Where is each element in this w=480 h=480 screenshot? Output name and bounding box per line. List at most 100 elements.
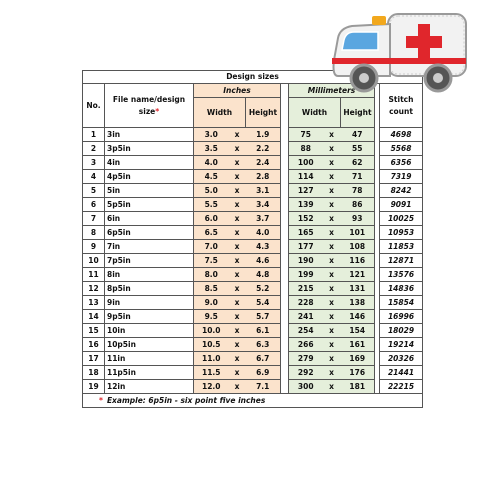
file-name: 11p5in (104, 365, 194, 380)
height-mm: 154 (340, 323, 375, 338)
separator: x (228, 155, 246, 170)
separator: x (228, 239, 246, 254)
row-number: 1 (82, 127, 105, 142)
width-mm: 215 (288, 281, 323, 296)
height-mm: 108 (340, 239, 375, 254)
height-inches: 7.1 (245, 379, 281, 394)
width-mm: 292 (288, 365, 323, 380)
separator: x (228, 379, 246, 394)
row-number: 8 (82, 225, 105, 240)
header-width: Width (288, 97, 341, 128)
stitch-count: 12871 (379, 253, 423, 268)
stitch-count: 10025 (379, 211, 423, 226)
separator: x (322, 239, 341, 254)
width-mm: 177 (288, 239, 323, 254)
file-name: 8p5in (104, 281, 194, 296)
stitch-count: 11853 (379, 239, 423, 254)
height-mm: 121 (340, 267, 375, 282)
file-name: 8in (104, 267, 194, 282)
separator: x (228, 183, 246, 198)
file-name: 7in (104, 239, 194, 254)
table-row: 8 6p5in 6.5 x 4.0 165 x 101 10953 (82, 225, 423, 240)
stitch-count: 21441 (379, 365, 423, 380)
file-name: 10in (104, 323, 194, 338)
width-inches: 10.0 (193, 323, 229, 338)
separator: x (228, 225, 246, 240)
height-inches: 6.1 (245, 323, 281, 338)
height-mm: 169 (340, 351, 375, 366)
width-mm: 241 (288, 309, 323, 324)
table-row: 3 4in 4.0 x 2.4 100 x 62 6356 (82, 155, 423, 170)
stitch-count: 9091 (379, 197, 423, 212)
height-inches: 3.7 (245, 211, 281, 226)
stitch-count: 19214 (379, 337, 423, 352)
separator: x (228, 211, 246, 226)
table-row: 12 8p5in 8.5 x 5.2 215 x 131 14836 (82, 281, 423, 296)
row-number: 9 (82, 239, 105, 254)
table-row: 7 6in 6.0 x 3.7 152 x 93 10025 (82, 211, 423, 226)
file-name: 5p5in (104, 197, 194, 212)
row-number: 5 (82, 183, 105, 198)
file-name: 7p5in (104, 253, 194, 268)
height-mm: 86 (340, 197, 375, 212)
width-inches: 11.0 (193, 351, 229, 366)
row-number: 15 (82, 323, 105, 338)
height-mm: 146 (340, 309, 375, 324)
height-inches: 2.4 (245, 155, 281, 170)
row-number: 3 (82, 155, 105, 170)
width-inches: 5.5 (193, 197, 229, 212)
separator: x (322, 127, 341, 142)
height-mm: 78 (340, 183, 375, 198)
header-height: Height (340, 97, 375, 128)
separator: x (228, 253, 246, 268)
row-number: 6 (82, 197, 105, 212)
stitch-count: 16996 (379, 309, 423, 324)
height-mm: 47 (340, 127, 375, 142)
row-number: 12 (82, 281, 105, 296)
width-inches: 6.0 (193, 211, 229, 226)
row-number: 7 (82, 211, 105, 226)
separator: x (322, 169, 341, 184)
separator: x (228, 169, 246, 184)
file-name: 9p5in (104, 309, 194, 324)
separator: x (228, 281, 246, 296)
separator: x (322, 295, 341, 310)
width-inches: 4.0 (193, 155, 229, 170)
height-mm: 55 (340, 141, 375, 156)
row-number: 19 (82, 379, 105, 394)
table-row: 5 5in 5.0 x 3.1 127 x 78 8242 (82, 183, 423, 198)
separator: x (322, 337, 341, 352)
stitch-count: 14836 (379, 281, 423, 296)
height-inches: 5.7 (245, 309, 281, 324)
width-inches: 4.5 (193, 169, 229, 184)
table-row: 9 7in 7.0 x 4.3 177 x 108 11853 (82, 239, 423, 254)
header-file-text: File name/design size (112, 94, 186, 116)
height-inches: 6.9 (245, 365, 281, 380)
header-width: Width (193, 97, 246, 128)
separator: x (322, 253, 341, 268)
width-mm: 127 (288, 183, 323, 198)
separator: x (322, 323, 341, 338)
row-number: 14 (82, 309, 105, 324)
separator: x (228, 337, 246, 352)
height-mm: 93 (340, 211, 375, 226)
width-inches: 7.5 (193, 253, 229, 268)
row-number: 13 (82, 295, 105, 310)
separator: x (228, 141, 246, 156)
file-name: 10p5in (104, 337, 194, 352)
stitch-count: 20326 (379, 351, 423, 366)
file-name: 9in (104, 295, 194, 310)
header-file: File name/design size* (104, 83, 194, 128)
height-inches: 4.0 (245, 225, 281, 240)
width-inches: 9.5 (193, 309, 229, 324)
width-inches: 9.0 (193, 295, 229, 310)
table-row: 17 11in 11.0 x 6.7 279 x 169 20326 (82, 351, 423, 366)
width-mm: 114 (288, 169, 323, 184)
separator: x (322, 281, 341, 296)
separator: x (228, 197, 246, 212)
width-inches: 8.5 (193, 281, 229, 296)
width-inches: 8.0 (193, 267, 229, 282)
width-inches: 12.0 (193, 379, 229, 394)
separator: x (322, 225, 341, 240)
width-mm: 228 (288, 295, 323, 310)
